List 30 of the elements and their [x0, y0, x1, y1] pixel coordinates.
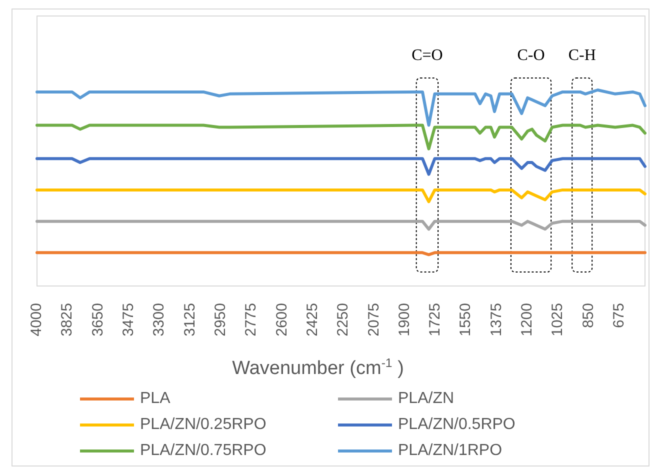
x-tick-label: 2950	[212, 303, 229, 336]
x-tick-label: 3125	[181, 303, 198, 336]
x-tick-label: 1025	[549, 303, 566, 336]
legend-label: PLA/ZN/1RPO	[398, 442, 502, 460]
x-tick-label: 2425	[304, 303, 321, 336]
legend-label: PLA	[140, 390, 171, 408]
x-tick-label: 2775	[242, 303, 260, 336]
legend-label: PLA/ZN/0.5RPO	[398, 416, 516, 434]
band-label: C-H	[568, 47, 596, 64]
x-tick-label: 1725	[426, 303, 444, 336]
legend-label: PLA/ZN	[398, 390, 454, 408]
x-tick-label: 3650	[89, 303, 106, 336]
legend-label: PLA/ZN/0.25RPO	[140, 416, 266, 434]
x-tick-label: 1550	[457, 303, 474, 336]
x-tick-label: 850	[580, 303, 597, 328]
x-tick-label: 1200	[518, 303, 536, 336]
x-tick-label: 2600	[273, 303, 290, 336]
x-tick-label: 3300	[150, 303, 168, 336]
x-tick-label: 2075	[365, 303, 382, 336]
x-tick-label: 3825	[58, 303, 76, 336]
x-tick-label: 1375	[488, 303, 505, 336]
x-tick-label: 1900	[396, 303, 413, 336]
legend-label: PLA/ZN/0.75RPO	[140, 442, 266, 460]
x-axis-title: Wavenumber (cm$^{-1}$ )	[232, 356, 404, 379]
x-tick-label: 675	[610, 303, 628, 328]
x-tick-label: 3475	[120, 303, 137, 336]
band-label: C-O	[517, 47, 545, 64]
x-tick-label: 2250	[334, 303, 352, 336]
band-label: C=O	[412, 47, 443, 64]
x-tick-label: 4000	[28, 303, 45, 336]
